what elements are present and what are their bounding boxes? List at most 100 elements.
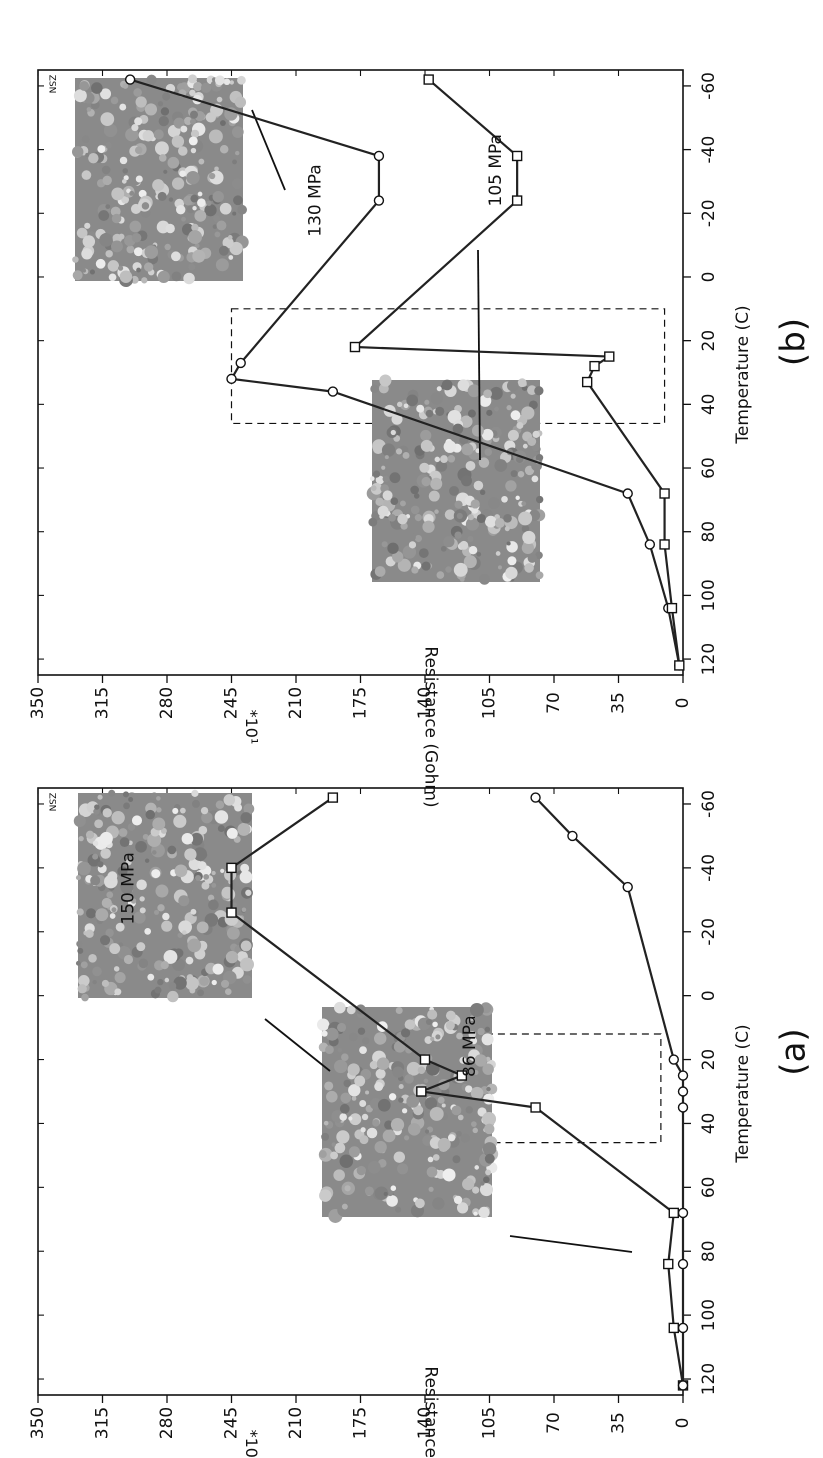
data-point <box>622 881 633 893</box>
micrograph-grain <box>86 908 97 919</box>
micrograph-grain <box>510 470 518 478</box>
micrograph-grain <box>346 1005 356 1015</box>
y-multiplier-label: *10¹ <box>242 710 261 745</box>
x-tick-label: 0 <box>699 990 719 1001</box>
micrograph-grain <box>220 979 230 988</box>
micrograph-grain <box>510 410 521 421</box>
data-point <box>423 74 434 85</box>
micrograph-grain <box>138 958 149 969</box>
x-axis-label: Temperature (C) <box>733 305 753 444</box>
micrograph-grain <box>144 103 158 116</box>
micrograph-grain <box>434 456 441 463</box>
micrograph-grain <box>146 74 157 85</box>
micrograph-grain <box>125 859 132 866</box>
micrograph-grain <box>81 993 89 1002</box>
micrograph-grain <box>373 470 381 478</box>
micrograph-grain <box>101 897 112 909</box>
micrograph-grain <box>469 1002 484 1017</box>
micrograph-grain <box>190 147 197 154</box>
y-tick-label: 140 <box>415 1407 435 1439</box>
micrograph-grain <box>478 457 490 468</box>
micrograph-grain <box>404 1135 410 1141</box>
micrograph-grain <box>481 428 494 441</box>
micrograph-grain <box>180 125 188 133</box>
leader-line <box>477 249 481 461</box>
micrograph-grain <box>480 1181 485 1186</box>
micrograph-grain <box>196 921 209 934</box>
micrograph-grain <box>532 430 540 438</box>
micrograph-grain <box>413 493 420 499</box>
micrograph-grain <box>348 1032 358 1042</box>
micrograph-grain <box>435 406 445 416</box>
micrograph-grain <box>198 825 208 835</box>
micrograph-grain <box>119 103 127 111</box>
micrograph-grain <box>240 812 252 824</box>
x-tick-label: 20 <box>699 1049 719 1071</box>
micrograph-grain <box>436 571 445 579</box>
micrograph-grain <box>172 807 179 814</box>
micrograph-grain <box>456 1202 469 1214</box>
micrograph-grain <box>374 1140 387 1154</box>
micrograph-grain <box>197 191 203 197</box>
micrograph-grain <box>139 907 146 914</box>
micrograph-grain <box>362 1037 370 1045</box>
data-point <box>373 195 385 206</box>
micrograph-grain <box>487 497 500 510</box>
micrograph-grain <box>71 146 84 158</box>
micrograph-grain <box>391 551 404 563</box>
micrograph-grain <box>178 895 190 907</box>
micrograph-grain <box>131 232 142 243</box>
micrograph-grain <box>152 179 165 192</box>
micrograph-grain <box>100 848 111 859</box>
micrograph-grain <box>535 571 544 580</box>
series-name-label: 86 MPa <box>460 1015 480 1077</box>
micrograph-grain <box>119 156 128 165</box>
micrograph-grain <box>81 248 93 260</box>
micrograph-grain <box>136 879 147 891</box>
data-point <box>124 74 136 85</box>
y-tick-label: 105 <box>480 687 500 719</box>
micrograph-grain <box>516 422 524 429</box>
micrograph-grain <box>406 1094 420 1108</box>
micrograph-grain <box>456 1032 463 1040</box>
micrograph-grain <box>237 822 251 836</box>
micrograph-grain <box>501 495 508 503</box>
micrograph-grain <box>225 950 239 964</box>
micrograph-grain <box>436 386 442 392</box>
micrograph-grain <box>141 202 150 210</box>
micrograph-grain <box>173 117 185 129</box>
micrograph-grain <box>428 490 440 502</box>
micrograph-grain <box>420 429 432 442</box>
micrograph-grain <box>214 75 225 86</box>
micrograph-grain <box>178 920 192 935</box>
micrograph-grain <box>111 240 123 253</box>
micrograph-grain <box>375 1068 386 1079</box>
micrograph-grain <box>214 231 221 238</box>
micrograph-grain <box>506 541 511 546</box>
micrograph-grain <box>106 891 114 899</box>
data-point <box>668 1054 679 1065</box>
micrograph-grain <box>85 929 94 938</box>
data-point <box>416 1086 427 1097</box>
micrograph-grain <box>456 1130 462 1137</box>
micrograph-grain <box>408 541 417 549</box>
micrograph-grain <box>113 966 120 972</box>
micrograph-grain <box>121 195 130 204</box>
micrograph-grain <box>492 477 498 483</box>
micrograph-grain <box>397 1163 409 1175</box>
y-tick-label: 35 <box>609 1412 629 1434</box>
micrograph-grain <box>153 129 164 140</box>
micrograph-grain <box>193 847 207 861</box>
micrograph-grain <box>459 576 465 582</box>
micrograph-grain <box>158 154 167 162</box>
micrograph-grain <box>343 1079 352 1088</box>
micrograph-grain <box>233 195 243 206</box>
highlight-box <box>230 308 666 425</box>
micrograph-grain <box>222 237 234 249</box>
micrograph-grain <box>219 202 232 215</box>
micrograph-grain <box>102 808 112 818</box>
micrograph-grain <box>483 389 493 399</box>
micrograph-grain <box>318 1150 327 1158</box>
x-tick-label: -20 <box>699 199 719 227</box>
micrograph-grain <box>75 875 81 881</box>
